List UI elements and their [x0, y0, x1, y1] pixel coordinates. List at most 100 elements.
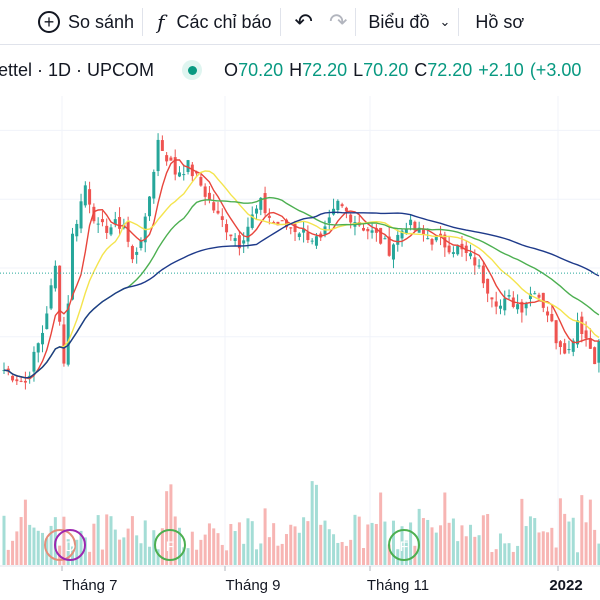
candle-body: [477, 265, 481, 267]
toolbar-divider: [458, 8, 460, 36]
interval[interactable]: 1D: [48, 59, 72, 80]
volume-bar: [434, 532, 438, 565]
candle-body: [126, 222, 130, 242]
volume-bar: [327, 529, 331, 565]
toolbar-divider: [355, 8, 357, 36]
volume-bar: [580, 495, 584, 565]
candle-body: [70, 233, 74, 300]
candle-body: [374, 228, 378, 233]
candle-body: [554, 320, 558, 344]
candle-body: [430, 238, 434, 245]
candle-body: [404, 229, 408, 234]
market-status-indicator[interactable]: [182, 60, 203, 80]
volume-bar: [267, 537, 271, 565]
event-marker[interactable]: [154, 529, 186, 561]
volume-bar: [362, 548, 366, 565]
symbol-name[interactable]: ettel: [0, 59, 33, 80]
volume-bar: [306, 521, 310, 565]
candle-body: [289, 227, 293, 229]
volume-bar: [272, 523, 276, 565]
volume-bar: [122, 537, 126, 565]
volume-bar: [284, 534, 288, 565]
candle-body: [460, 243, 464, 250]
candle-body: [417, 227, 421, 233]
volume-bar: [182, 547, 186, 565]
profile-label: Hồ sơ: [475, 11, 525, 32]
volume-bar: [481, 515, 485, 565]
candle-body: [456, 245, 460, 255]
volume-bar: [280, 543, 284, 565]
indicators-button[interactable]: f Các chỉ báo: [143, 0, 279, 44]
volume-bar: [15, 531, 19, 565]
volume-bar: [391, 520, 395, 565]
redo-button[interactable]: ↷: [321, 0, 355, 44]
candle-body: [571, 340, 575, 352]
candle-body: [15, 379, 19, 382]
volume-bar: [109, 516, 113, 565]
compare-button[interactable]: + So sánh: [0, 0, 142, 44]
candle-body: [426, 238, 430, 240]
candle-body: [597, 340, 600, 363]
volume-bar: [237, 522, 241, 565]
close-value: 72.20: [427, 59, 473, 80]
candle-body: [563, 343, 567, 354]
candle-body: [280, 220, 284, 222]
candle-body: [45, 313, 49, 330]
event-marker[interactable]: [54, 529, 86, 561]
candle-body: [486, 278, 490, 294]
candle-body: [186, 160, 190, 172]
high-label: H: [289, 59, 303, 80]
candle-body: [225, 224, 229, 233]
volume-bar: [160, 528, 164, 565]
volume-bar: [100, 549, 104, 565]
candle-body: [139, 240, 143, 249]
indicators-label: Các chỉ báo: [176, 11, 272, 32]
candle-body: [516, 304, 520, 310]
undo-button[interactable]: ↶: [281, 0, 321, 44]
volume-bar: [357, 516, 361, 565]
volume-bar: [494, 549, 498, 565]
volume-bar: [139, 543, 143, 565]
volume-bar: [319, 524, 323, 565]
candle-body: [203, 186, 207, 197]
volume-bar: [541, 531, 545, 565]
candle-body: [541, 292, 545, 308]
candle-body: [79, 201, 83, 229]
volume-bar: [537, 532, 541, 565]
candle-body: [207, 192, 211, 200]
volume-bar: [447, 522, 451, 565]
candle-body: [152, 171, 156, 199]
candle-body: [118, 217, 122, 229]
volume-bar: [6, 549, 10, 565]
event-label: D: [65, 538, 75, 554]
symbol-legend: ettel · 1D · UPCOM O 70.20 H 72.20 L 70.…: [0, 48, 600, 92]
volume-bar: [524, 526, 528, 565]
candle-body: [130, 246, 134, 260]
candle-body: [100, 219, 104, 223]
volume-bar: [353, 514, 357, 565]
candle-body: [11, 375, 15, 381]
volume-bar: [66, 539, 70, 565]
volume-bar: [195, 549, 199, 565]
candle-body: [451, 252, 455, 254]
volume-bar: [507, 543, 511, 565]
candle-body: [276, 221, 280, 226]
chart-type-button[interactable]: Biểu đồ ⌄: [356, 0, 458, 44]
volume-bar: [550, 527, 554, 565]
open-label: O: [224, 59, 239, 80]
event-marker[interactable]: [44, 529, 76, 561]
candle-body: [383, 238, 387, 240]
volume-bar: [498, 533, 502, 565]
candle-body: [62, 324, 66, 364]
low-label: L: [353, 59, 364, 80]
candle-body: [19, 380, 23, 382]
candle-body: [36, 343, 40, 353]
volume-bar: [528, 516, 532, 565]
volume-bar: [563, 513, 567, 565]
volume-bar: [417, 508, 421, 565]
tick-label: Tháng 11: [367, 577, 429, 594]
profile-button[interactable]: Hồ sơ: [459, 0, 532, 44]
event-marker[interactable]: [388, 529, 420, 561]
